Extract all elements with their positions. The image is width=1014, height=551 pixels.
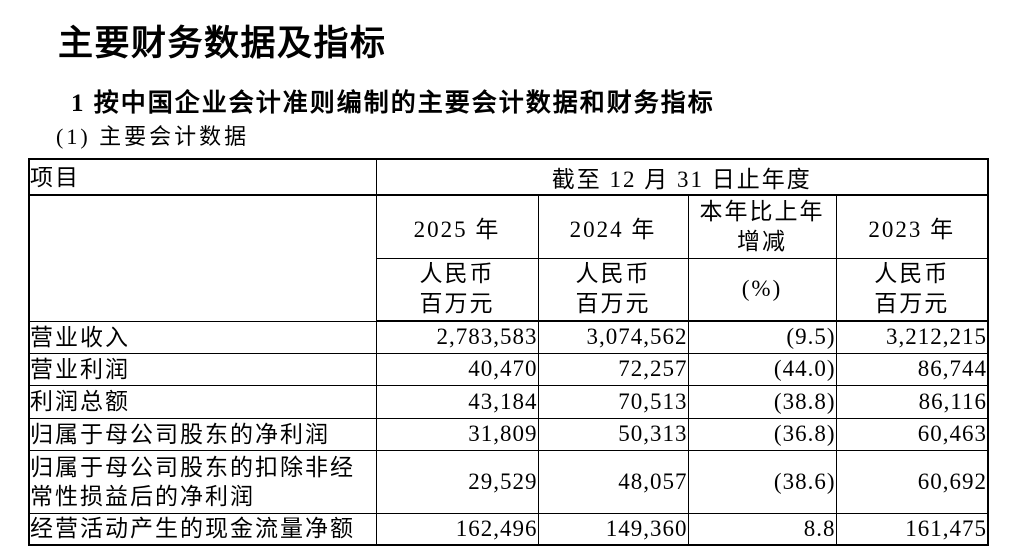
value-2024-cell: 72,257 (537, 352, 689, 386)
table-header-row-units: 人民币 百万元 人民币 百万元 (%) 人民币 百万元 (29, 257, 989, 322)
financial-data-table: 项目 截至 12 月 31 日止年度 2025 年 2024 年 本年比上年 增… (28, 158, 989, 546)
value-change-cell: (36.8) (687, 417, 837, 451)
header-change-line1: 本年比上年 (699, 198, 825, 224)
value-change-cell: (9.5) (687, 320, 837, 354)
value-change-cell: (38.8) (687, 384, 837, 419)
header-change-unit-cell: (%) (687, 257, 837, 322)
header-change-cell: 本年比上年 增减 (687, 194, 837, 259)
value-2025-cell: 43,184 (375, 384, 539, 419)
header-year-2025-cell: 2025 年 (375, 194, 539, 259)
value-2024-cell: 70,513 (537, 384, 689, 419)
value-2024-cell: 3,074,562 (537, 320, 689, 354)
value-2023-cell: 3,212,215 (835, 320, 989, 354)
table-row-net-profit-excl-nonrecurring: 归属于母公司股东的扣除非经常性损益后的净利润 29,529 48,057 (38… (28, 449, 989, 514)
row-label-cell: 营业利润 (28, 352, 377, 386)
value-2023-cell: 60,463 (835, 417, 989, 451)
unit-line2: 百万元 (874, 291, 950, 317)
unit-line1: 人民币 (575, 261, 651, 287)
row-label-cell: 归属于母公司股东的净利润 (28, 417, 377, 451)
unit-line1: 人民币 (874, 261, 950, 287)
value-change-cell: 8.8 (687, 512, 837, 546)
header-unit-2024-cell: 人民币 百万元 (537, 257, 689, 322)
unit-line1: 人民币 (419, 261, 495, 287)
row-label-cell: 营业收入 (28, 320, 377, 354)
table-row-net-profit-parent: 归属于母公司股东的净利润 31,809 50,313 (36.8) 60,463 (28, 417, 989, 451)
section-heading: 1 按中国企业会计准则编制的主要会计数据和财务指标 (71, 90, 715, 117)
value-2025-cell: 162,496 (375, 512, 539, 546)
header-item-cell: 项目 (28, 158, 377, 196)
value-2025-cell: 31,809 (375, 417, 539, 451)
header-period-cell: 截至 12 月 31 日止年度 (375, 158, 989, 196)
table-row-operating-cash-flow: 经营活动产生的现金流量净额 162,496 149,360 8.8 161,47… (28, 512, 989, 546)
table-header-row-years: 2025 年 2024 年 本年比上年 增减 2023 年 (28, 194, 989, 322)
header-year-2023-cell: 2023 年 (835, 194, 989, 259)
value-2025-cell: 29,529 (375, 449, 539, 514)
value-change-cell: (38.6) (687, 449, 837, 514)
value-2025-cell: 40,470 (375, 352, 539, 386)
value-2024-cell: 48,057 (537, 449, 689, 514)
header-item-spacer-cell (28, 194, 377, 322)
table-row-operating-profit: 营业利润 40,470 72,257 (44.0) 86,744 (28, 352, 989, 386)
row-label-cell: 归属于母公司股东的扣除非经常性损益后的净利润 (28, 449, 377, 514)
value-change-cell: (44.0) (687, 352, 837, 386)
table-row-total-profit: 利润总额 43,184 70,513 (38.8) 86,116 (28, 384, 989, 419)
value-2025-cell: 2,783,583 (375, 320, 539, 354)
header-change-line2: 增减 (737, 228, 787, 254)
row-label-cell: 利润总额 (28, 384, 377, 419)
value-2023-cell: 86,116 (835, 384, 989, 419)
subsection-heading: (1) 主要会计数据 (56, 124, 250, 149)
value-2024-cell: 149,360 (537, 512, 689, 546)
header-unit-2023-cell: 人民币 百万元 (835, 257, 989, 322)
row-label-cell: 经营活动产生的现金流量净额 (28, 512, 377, 546)
header-unit-2025-cell: 人民币 百万元 (375, 257, 539, 322)
document-title: 主要财务数据及指标 (58, 24, 387, 63)
table-row-revenue: 营业收入 2,783,583 3,074,562 (9.5) 3,212,215 (28, 320, 989, 354)
value-2023-cell: 86,744 (835, 352, 989, 386)
value-2023-cell: 161,475 (835, 512, 989, 546)
table-header-row-period: 项目 截至 12 月 31 日止年度 (28, 158, 989, 196)
header-year-2024-cell: 2024 年 (537, 194, 689, 259)
value-2024-cell: 50,313 (537, 417, 689, 451)
value-2023-cell: 60,692 (835, 449, 989, 514)
unit-line2: 百万元 (575, 291, 651, 317)
unit-line2: 百万元 (419, 291, 495, 317)
